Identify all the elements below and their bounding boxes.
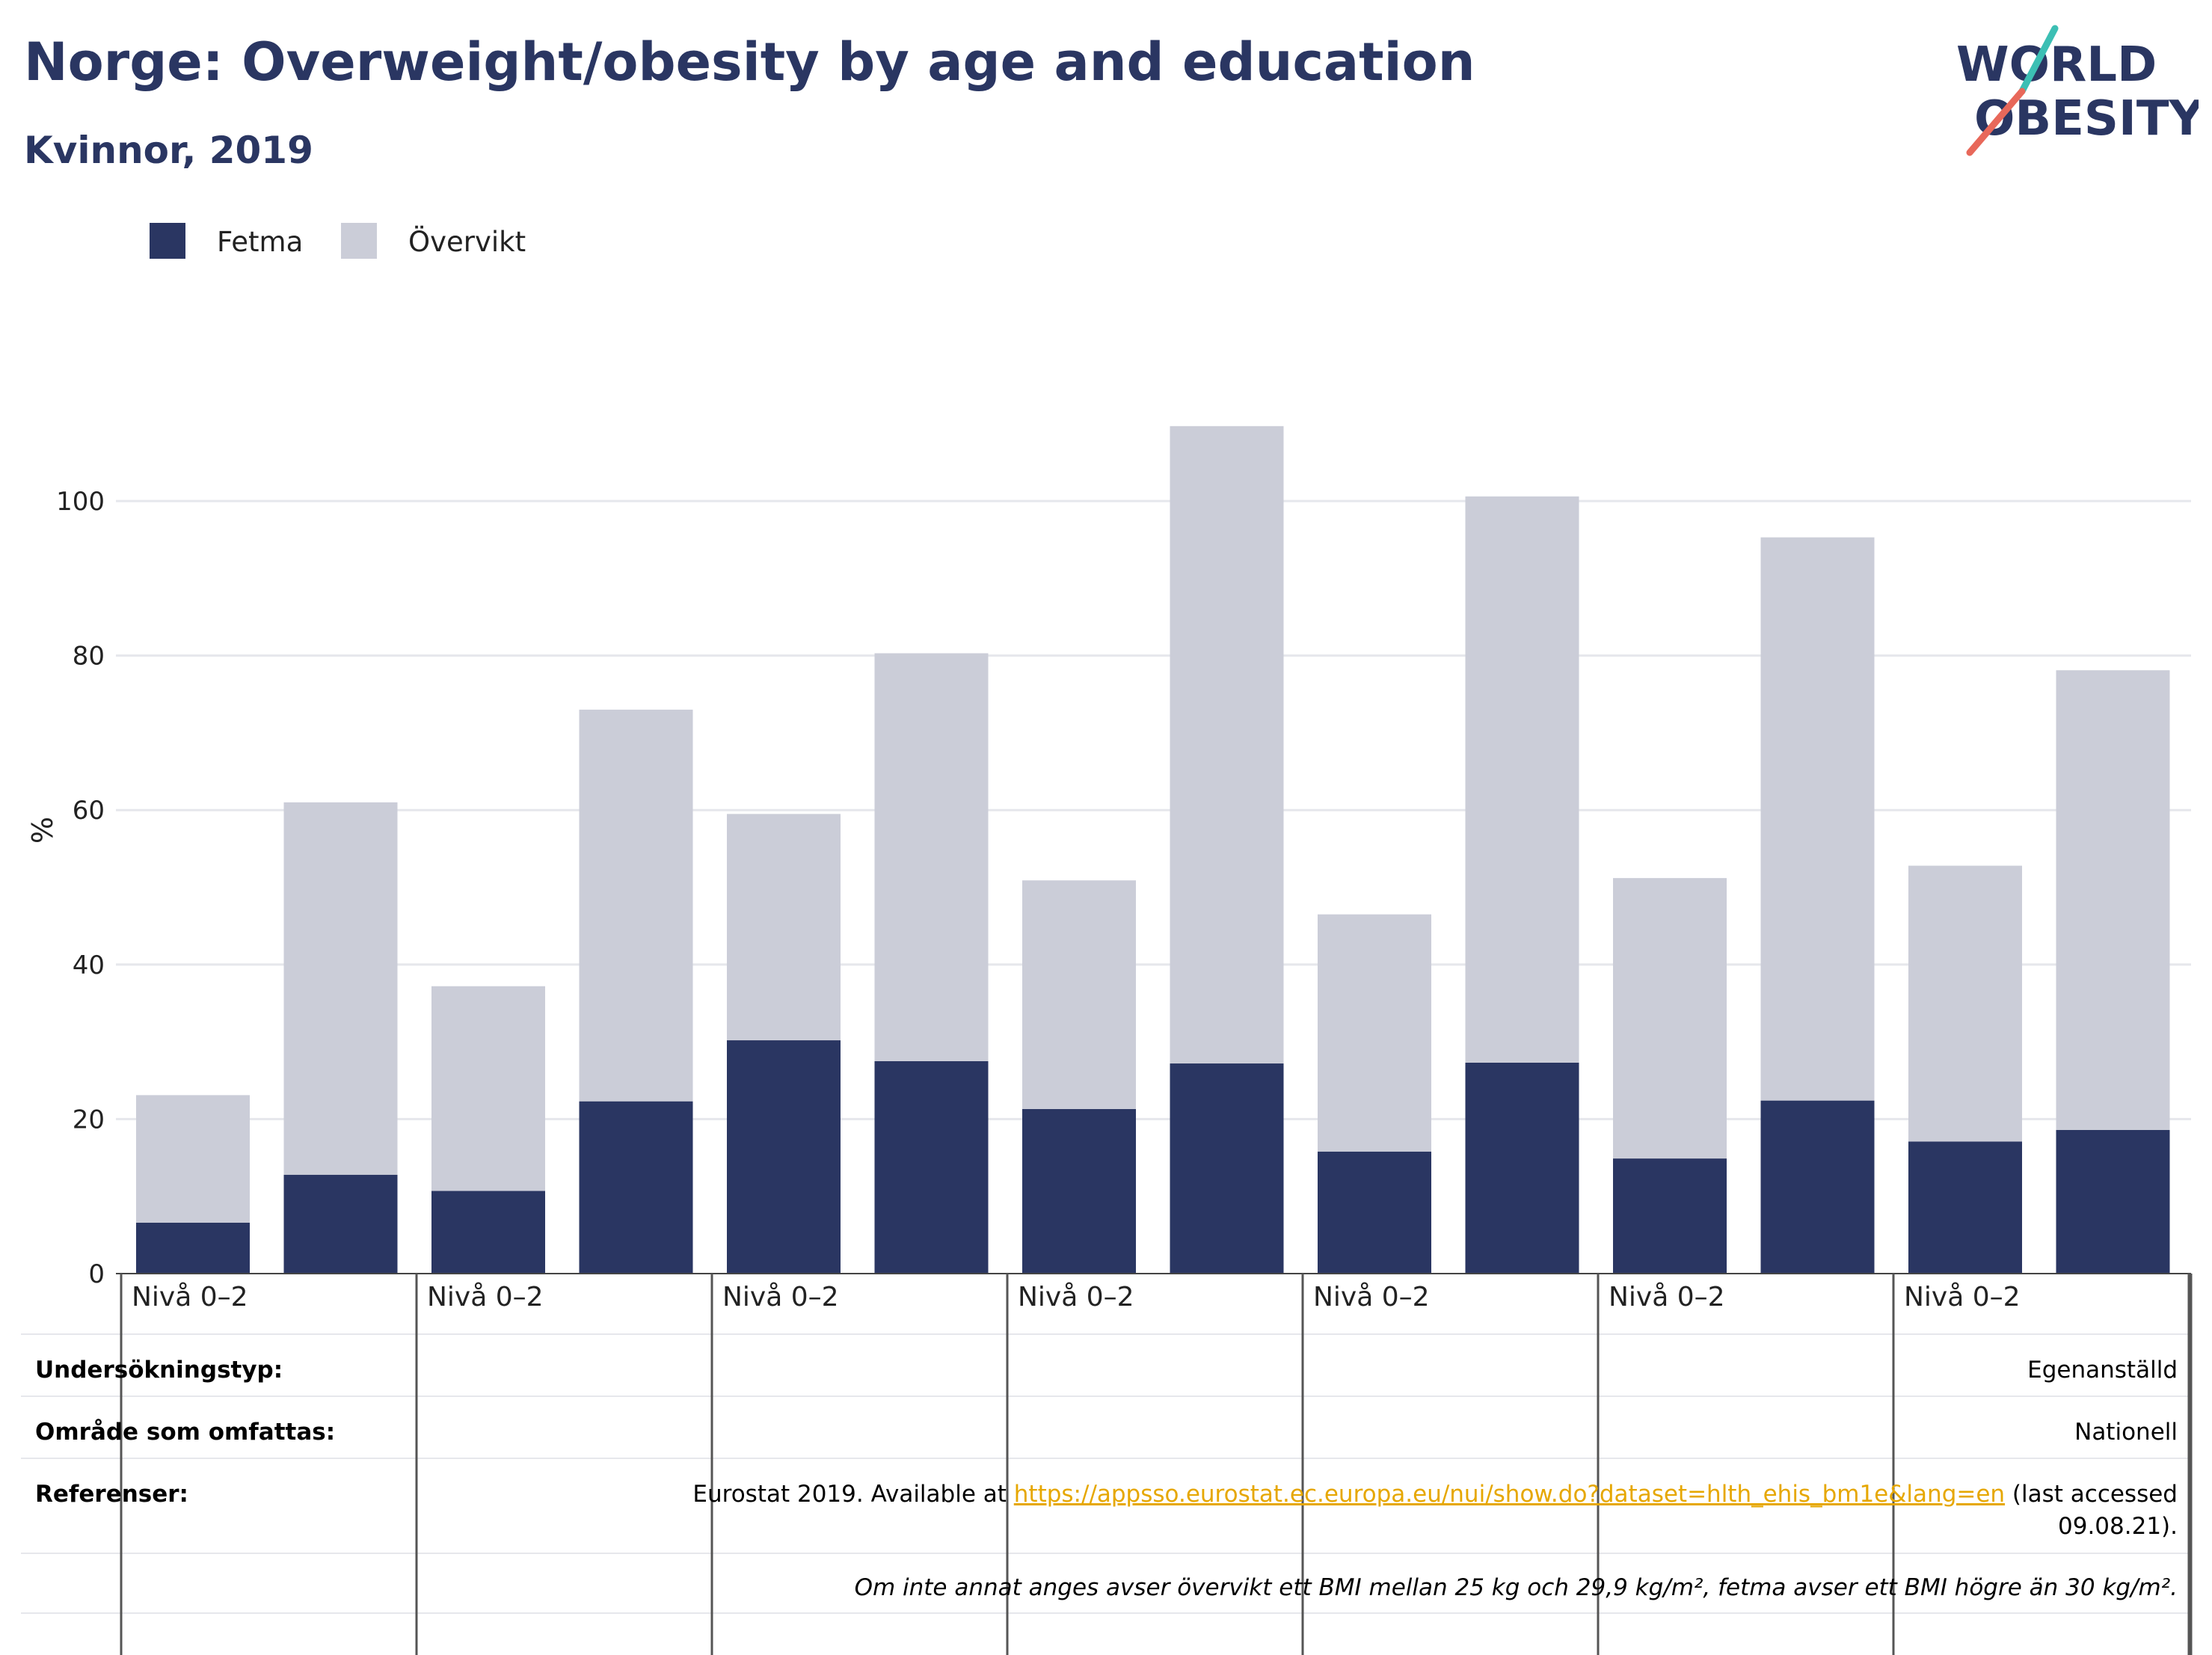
grid-lines xyxy=(116,500,2191,1120)
row-value-survey-type: Egenanställd xyxy=(2027,1357,2178,1384)
bar-fetma-12[interactable] xyxy=(1760,1100,1875,1274)
bar-overvikt-1[interactable] xyxy=(136,1095,250,1223)
bar-overvikt-8[interactable] xyxy=(1170,426,1284,1064)
bar-fetma-8[interactable] xyxy=(1170,1063,1284,1274)
row-value-area: Nationell xyxy=(2074,1419,2178,1446)
chart-subtitle: Kvinnor, 2019 xyxy=(24,129,313,172)
x-group-label: Nivå 0–2 xyxy=(132,1282,248,1312)
bar-fetma-11[interactable] xyxy=(1613,1158,1727,1274)
legend-label-overvikt: Övervikt xyxy=(408,226,526,258)
legend-swatch-fetma xyxy=(150,223,185,259)
reference-link[interactable]: https://appsso.eurostat.ec.europa.eu/nui… xyxy=(1013,1481,2006,1508)
row-value-references: Eurostat 2019. Available at https://apps… xyxy=(692,1481,2178,1508)
y-tick-label: 100 xyxy=(56,487,105,517)
table-lines xyxy=(21,1274,2193,1655)
y-axis-label: % xyxy=(26,817,59,844)
bar-fetma-13[interactable] xyxy=(1908,1141,2022,1274)
y-tick-label: 0 xyxy=(88,1259,105,1289)
reference-date: 09.08.21). xyxy=(2058,1513,2178,1540)
legend-swatch-overvikt xyxy=(341,223,377,259)
row-label-survey-type: Undersökningstyp: xyxy=(35,1357,283,1384)
bar-fetma-14[interactable] xyxy=(2056,1129,2170,1274)
bar-fetma-4[interactable] xyxy=(579,1101,693,1274)
bar-overvikt-13[interactable] xyxy=(1908,865,2022,1142)
world-obesity-logo: WORLD OBESITY xyxy=(1956,25,2199,156)
bar-overvikt-14[interactable] xyxy=(2056,670,2170,1130)
bar-overvikt-6[interactable] xyxy=(874,653,989,1061)
x-group-label: Nivå 0–2 xyxy=(722,1282,839,1312)
x-group-label: Nivå 0–2 xyxy=(427,1282,544,1312)
bar-fetma-6[interactable] xyxy=(874,1060,989,1274)
bar-overvikt-12[interactable] xyxy=(1760,537,1875,1101)
chart-title: Norge: Overweight/obesity by age and edu… xyxy=(24,31,1475,93)
bar-fetma-7[interactable] xyxy=(1022,1108,1136,1274)
bar-fetma-1[interactable] xyxy=(136,1222,250,1274)
row-label-references: Referenser: xyxy=(35,1481,188,1508)
x-group-label: Nivå 0–2 xyxy=(1609,1282,1725,1312)
bar-fetma-3[interactable] xyxy=(431,1191,545,1274)
bars xyxy=(116,426,2191,1274)
row-label-area: Område som omfattas: xyxy=(35,1419,336,1446)
bar-fetma-9[interactable] xyxy=(1318,1151,1431,1274)
y-tick-label: 20 xyxy=(73,1105,105,1134)
bar-overvikt-5[interactable] xyxy=(727,814,841,1041)
bar-overvikt-4[interactable] xyxy=(579,709,693,1102)
y-tick-label: 40 xyxy=(73,951,105,980)
bar-overvikt-2[interactable] xyxy=(283,802,398,1175)
svg-text:WORLD: WORLD xyxy=(1956,37,2157,93)
y-tick-label: 80 xyxy=(73,642,105,672)
x-group-label: Nivå 0–2 xyxy=(1018,1282,1134,1312)
bar-overvikt-7[interactable] xyxy=(1022,880,1136,1109)
bar-fetma-10[interactable] xyxy=(1465,1062,1579,1274)
y-tick-label: 60 xyxy=(73,796,105,826)
legend-label-fetma: Fetma xyxy=(217,226,304,258)
footnote: Om inte annat anges avser övervikt ett B… xyxy=(854,1574,2178,1601)
bar-overvikt-10[interactable] xyxy=(1465,496,1579,1063)
reference-prefix: Eurostat 2019. Available at xyxy=(692,1481,1014,1508)
x-group-label: Nivå 0–2 xyxy=(1313,1282,1430,1312)
bar-fetma-5[interactable] xyxy=(727,1040,841,1274)
x-axis-labels: Nivå 0–2 Nivå 0–2 Nivå 0–2 Nivå 0–2 Nivå 0–2… xyxy=(132,1282,2021,1312)
bar-overvikt-3[interactable] xyxy=(431,986,545,1191)
x-group-label: Nivå 0–2 xyxy=(1904,1282,2021,1312)
bar-fetma-2[interactable] xyxy=(283,1174,398,1274)
bar-overvikt-9[interactable] xyxy=(1318,914,1431,1152)
y-axis: 0 20 40 60 80 100% xyxy=(26,487,105,1289)
reference-suffix: (last accessed xyxy=(2005,1481,2178,1508)
bar-overvikt-11[interactable] xyxy=(1613,878,1727,1159)
